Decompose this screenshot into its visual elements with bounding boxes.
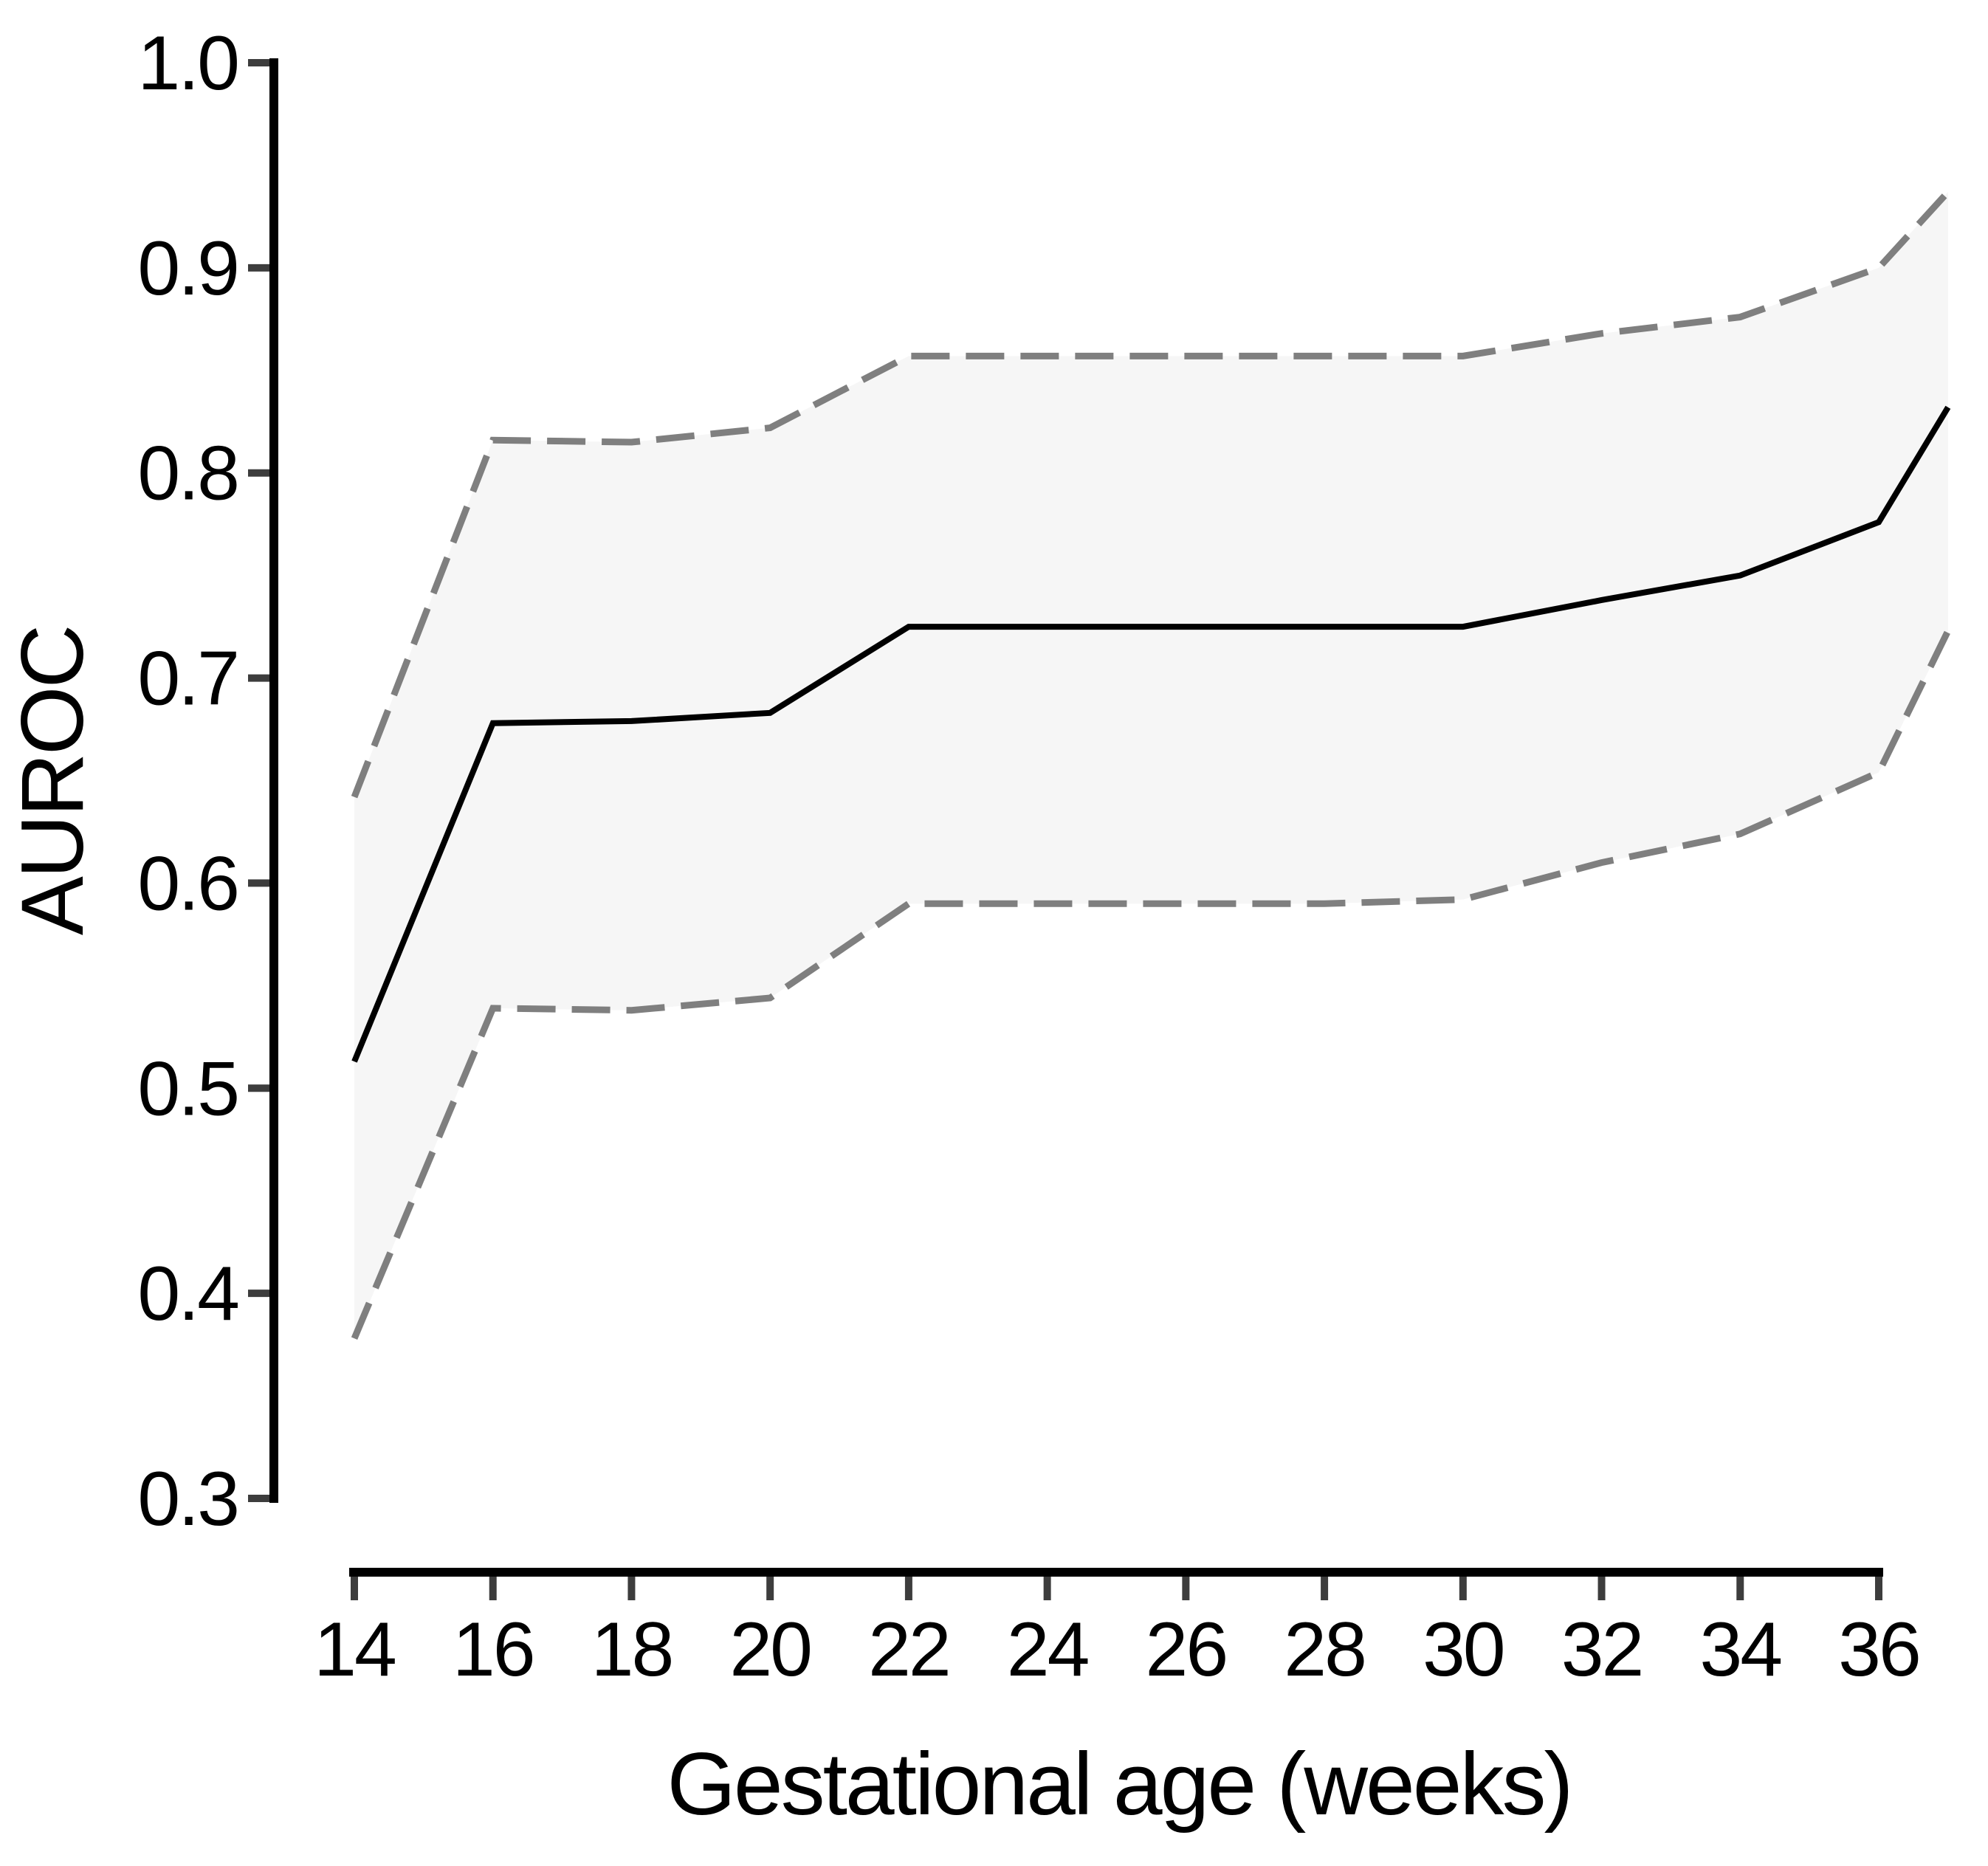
x-tick-label: 36 — [1838, 1607, 1919, 1693]
x-tick-label: 20 — [729, 1607, 811, 1693]
x-tick-label: 22 — [868, 1607, 949, 1693]
x-tick-label: 18 — [591, 1607, 673, 1693]
x-tick-label: 16 — [453, 1607, 534, 1693]
y-tick-label: 0.7 — [137, 636, 238, 722]
auroc-median-line — [351, 405, 1951, 1063]
y-axis-title: AUROC — [3, 627, 102, 935]
x-tick-label: 30 — [1423, 1607, 1504, 1693]
ci-upper-line — [351, 190, 1951, 799]
x-tick-label: 24 — [1007, 1607, 1088, 1693]
axes-layer — [248, 58, 1883, 1600]
x-tick-label: 32 — [1561, 1607, 1643, 1693]
confidence-band-layer — [354, 192, 1948, 1339]
x-tick-label: 26 — [1146, 1607, 1227, 1693]
ci-lower-line — [351, 629, 1951, 1340]
x-tick-label: 34 — [1699, 1607, 1781, 1693]
y-tick-label: 0.9 — [137, 226, 238, 311]
confidence-band-fill — [354, 192, 1948, 1339]
y-tick-label: 0.8 — [137, 431, 238, 517]
y-tick-label: 1.0 — [137, 21, 238, 106]
y-tick-label: 0.6 — [137, 841, 238, 926]
x-tick-label: 14 — [314, 1607, 395, 1693]
tick-labels-layer: 0.3 0.4 0.5 0.6 0.7 0.8 0.9 1.0 14 16 18 20 22 24 26 28… — [137, 21, 1921, 1693]
x-axis-title: Gestational age (weeks) — [667, 1735, 1572, 1834]
y-tick-label: 0.3 — [137, 1456, 238, 1542]
series-lines-layer — [351, 190, 1951, 1340]
x-tick-label: 28 — [1284, 1607, 1365, 1693]
y-tick-label: 0.5 — [137, 1046, 238, 1132]
y-tick-label: 0.4 — [137, 1251, 238, 1337]
